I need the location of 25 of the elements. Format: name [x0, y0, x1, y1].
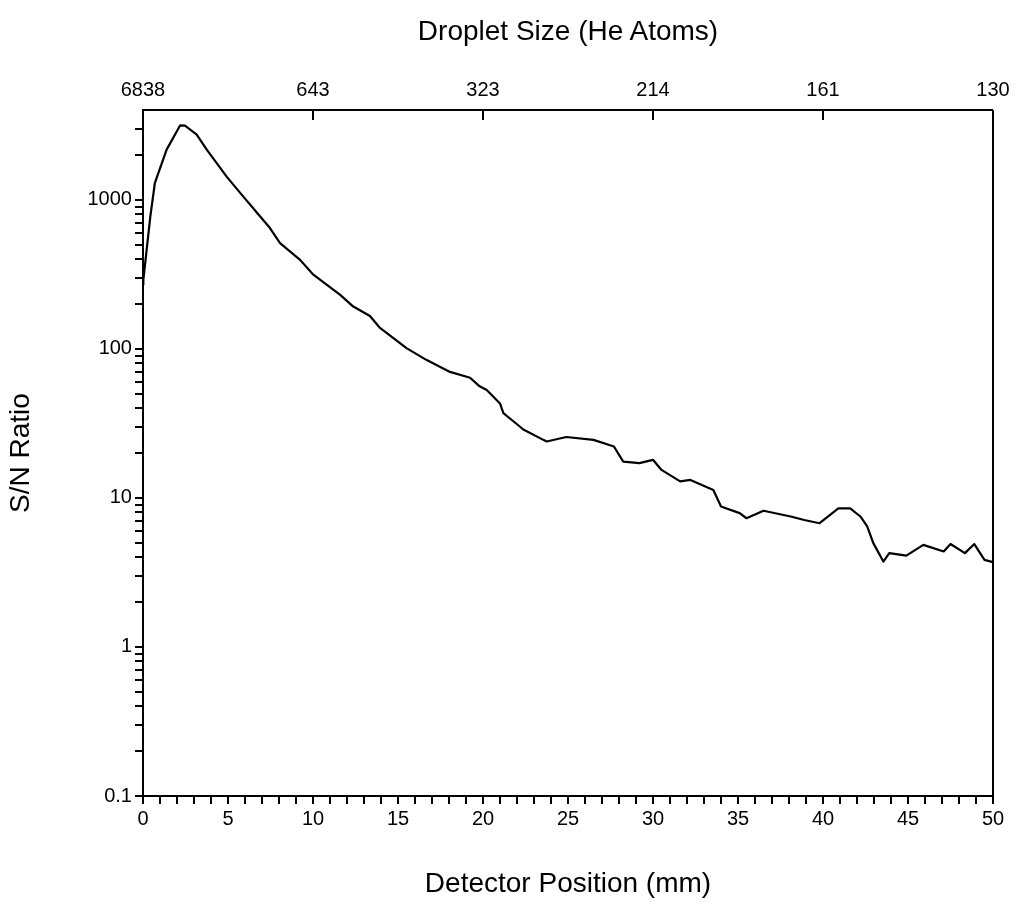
text: 214	[636, 77, 670, 100]
x-tick-label: 30	[641, 806, 665, 829]
y-tick-label: 1	[120, 634, 132, 657]
x-tick-label: 20	[471, 806, 495, 829]
y-tick-label: 10	[109, 485, 132, 508]
x-tick-label: 10	[301, 806, 325, 829]
y-tick-label: 0.1	[104, 783, 132, 806]
y-tick-label: 1000	[87, 187, 132, 210]
text: 161	[806, 77, 840, 100]
x-tick-label: 35	[726, 806, 750, 829]
y-tick-label: 100	[98, 336, 132, 359]
x-axis-title: Detector Position (mm)	[424, 866, 712, 898]
x-tick-label: 15	[386, 806, 410, 829]
x-tick-label: 45	[896, 806, 920, 829]
x-tick-label: 25	[556, 806, 580, 829]
x-tick-label: 0	[137, 806, 149, 829]
text: 643	[296, 77, 330, 100]
text: 130	[976, 77, 1010, 100]
x-tick-label: 40	[811, 806, 835, 829]
x-tick-label: 5	[222, 806, 234, 829]
x2-axis-title: Droplet Size (He Atoms)	[417, 14, 719, 46]
text: 323	[466, 77, 500, 100]
text: 6838	[120, 77, 166, 100]
y-axis-title: S/N Ratio	[3, 393, 35, 513]
x-tick-label: 50	[981, 806, 1005, 829]
